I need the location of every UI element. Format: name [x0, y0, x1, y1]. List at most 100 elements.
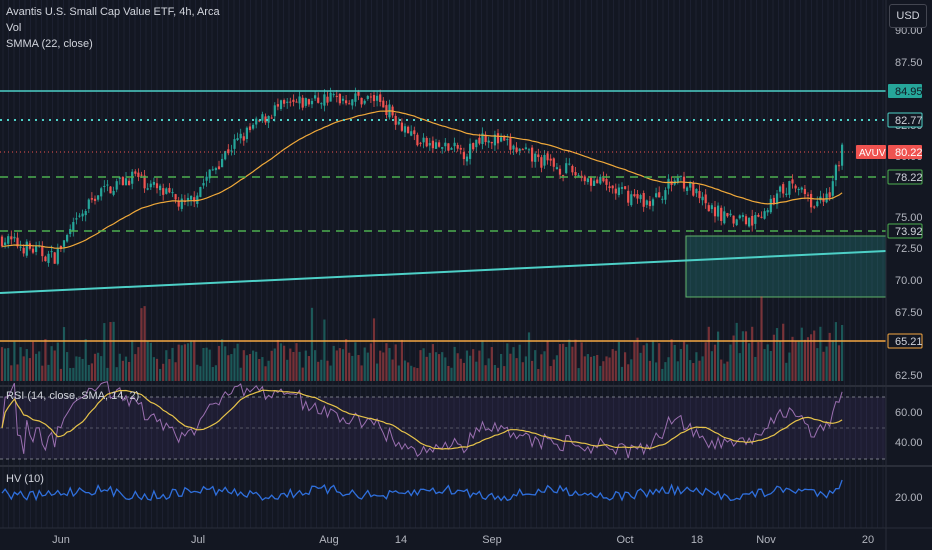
volume-bar — [134, 354, 137, 381]
volume-bar — [763, 349, 766, 381]
candle — [59, 245, 62, 249]
hv-axis[interactable]: 20.00 — [895, 492, 923, 504]
volume-bar — [245, 355, 248, 381]
candle — [651, 199, 655, 206]
volume-bar — [149, 342, 152, 381]
volume-bar — [425, 356, 428, 381]
volume-bar — [686, 344, 689, 381]
candle — [562, 175, 565, 177]
volume-bar — [779, 340, 782, 381]
volume-bar — [794, 341, 797, 381]
volume-bar — [540, 354, 543, 381]
candle — [785, 193, 788, 195]
candle — [103, 185, 106, 187]
candle — [143, 175, 146, 189]
volume-bar — [624, 352, 627, 381]
volume-bar — [270, 350, 273, 381]
volume-bar — [16, 364, 19, 381]
demand-zone-box[interactable] — [685, 235, 887, 298]
volume-legend[interactable]: Vol — [6, 22, 22, 34]
candle — [326, 96, 329, 103]
candle — [506, 139, 509, 141]
candle — [459, 147, 462, 150]
time-axis[interactable]: Jun Jul Aug 14 Sep Oct 18 Nov 20 — [52, 534, 874, 546]
candle — [252, 124, 255, 129]
candle — [317, 97, 320, 103]
volume-bar — [475, 361, 478, 381]
volume-bar — [524, 356, 527, 381]
volume-bar — [174, 362, 177, 381]
volume-bar — [506, 343, 509, 381]
candle — [25, 241, 28, 256]
candle — [431, 140, 434, 149]
rsi-axis[interactable]: 60.00 40.00 — [895, 407, 923, 449]
volume-bar — [348, 352, 351, 381]
volume-bar — [431, 344, 434, 381]
rsi-legend[interactable]: RSI (14, close, SMA, 14, 2) — [6, 390, 140, 402]
volume-bar — [509, 353, 512, 381]
volume-bar — [456, 353, 459, 381]
candle — [630, 194, 633, 206]
current-price-label[interactable]: 80.22 — [888, 145, 923, 159]
volume-bar — [214, 365, 217, 381]
volume-bar — [366, 352, 369, 381]
level-82-77-label[interactable]: 82.77 — [887, 112, 923, 128]
candle — [394, 115, 397, 125]
trendline[interactable] — [0, 250, 887, 294]
candle — [233, 139, 236, 149]
chart-title[interactable]: Avantis U.S. Small Cap Value ETF, 4h, Ar… — [6, 6, 220, 18]
volume-bar — [255, 351, 258, 381]
smma-legend[interactable]: SMMA (22, close) — [6, 38, 93, 50]
volume-bar — [785, 362, 788, 381]
candle — [87, 199, 90, 209]
candle — [772, 197, 775, 205]
candle — [698, 191, 701, 199]
volume-bar — [648, 360, 651, 381]
candle — [41, 246, 44, 257]
candle — [748, 217, 751, 227]
candle — [124, 178, 128, 186]
candle — [7, 236, 10, 244]
candle — [521, 149, 524, 151]
candle — [149, 183, 152, 188]
level-65-21-label[interactable]: 65.21 — [887, 333, 923, 349]
level-73-92-label[interactable]: 73.92 — [887, 223, 923, 239]
candle — [527, 149, 531, 151]
volume-bar — [354, 342, 357, 381]
hv-legend[interactable]: HV (10) — [6, 473, 44, 485]
smma-line — [1, 110, 843, 249]
volume-bar — [0, 347, 4, 381]
candle — [617, 187, 620, 196]
level-78-22-label[interactable]: 78.22 — [887, 169, 923, 185]
volume-bar — [453, 346, 456, 381]
volume-bar — [500, 353, 503, 381]
volume-bar — [298, 351, 301, 381]
candle — [565, 163, 568, 174]
candle — [134, 171, 137, 174]
candle — [372, 95, 376, 102]
candle — [478, 137, 481, 144]
volume-bar — [239, 367, 242, 381]
volume-bar — [168, 359, 171, 381]
currency-button[interactable]: USD — [889, 4, 927, 28]
volume-bar — [103, 323, 106, 381]
candle — [701, 196, 704, 201]
volume-bar — [25, 349, 28, 381]
candle — [354, 93, 357, 102]
candle — [109, 186, 112, 194]
candle — [754, 215, 757, 224]
volume-bar — [372, 318, 376, 381]
candle — [289, 101, 292, 103]
volume-bar — [93, 353, 97, 381]
candle — [177, 200, 180, 207]
candle — [131, 171, 134, 184]
candle — [190, 195, 193, 200]
ticker-badge[interactable]: AVUV — [856, 145, 886, 159]
price-tick: 62.50 — [895, 370, 923, 382]
volume-bar — [447, 366, 450, 381]
candle — [155, 183, 159, 189]
price-axis[interactable]: 90.00 87.50 82.50 80.00 75.00 72.50 70.0… — [895, 25, 923, 382]
level-84-95-label[interactable]: 84.95 — [888, 84, 923, 98]
volume-bar — [10, 365, 13, 381]
